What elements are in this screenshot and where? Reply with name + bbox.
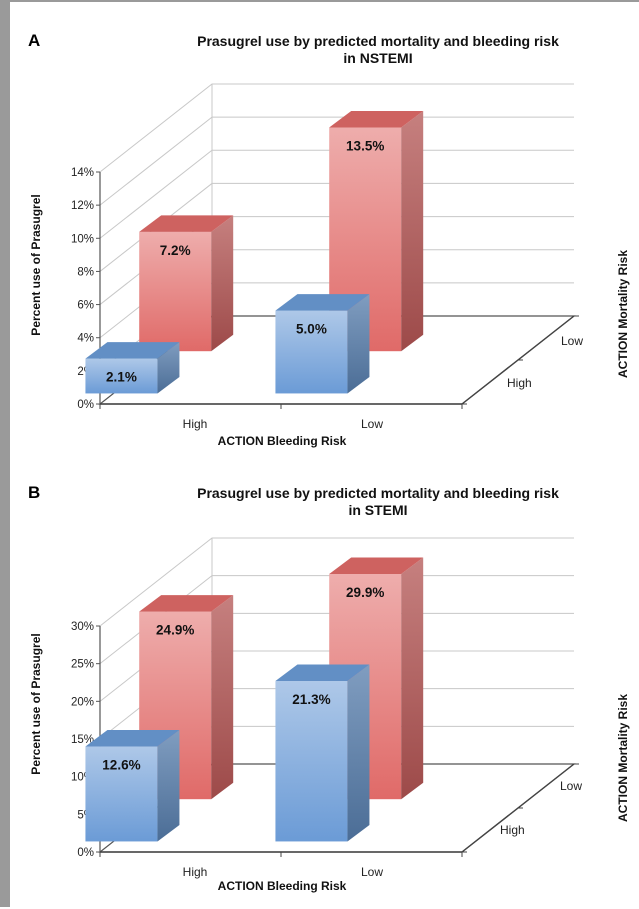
bar-top-face <box>139 215 234 232</box>
depth-tick-label: High <box>507 376 532 390</box>
data-label: 24.9% <box>156 623 194 638</box>
data-label: 12.6% <box>102 758 140 773</box>
depth-tick-label: Low <box>561 334 583 348</box>
y-axis-title: Percent use of Prasugrel <box>29 633 43 774</box>
depth-axis-title: ACTION Mortality Risk <box>616 694 630 822</box>
data-label: 13.5% <box>346 138 384 153</box>
bar-side-face <box>347 294 370 394</box>
chart-subtitle: in NSTEMI <box>343 50 412 66</box>
chart-subtitle: in STEMI <box>348 502 407 518</box>
bar-side-face <box>347 664 370 842</box>
y-tick-label: 8% <box>77 266 94 278</box>
y-tick-label: 14% <box>71 167 94 179</box>
bar-front-face <box>85 358 158 394</box>
bar <box>85 342 180 394</box>
chart-title: Prasugrel use by predicted mortality and… <box>197 485 559 501</box>
y-tick-label: 25% <box>71 659 94 671</box>
x-tick-label: Low <box>361 865 383 879</box>
bar-side-face <box>401 110 424 352</box>
depth-tick-label: High <box>500 823 525 837</box>
bar-top-face <box>329 110 424 128</box>
x-axis-title: ACTION Bleeding Risk <box>218 879 347 893</box>
data-label: 21.3% <box>292 692 330 707</box>
bar-top-face <box>329 557 424 574</box>
y-tick-label: 6% <box>77 300 94 312</box>
x-tick-label: Low <box>361 417 383 431</box>
y-tick-label: 0% <box>77 399 94 411</box>
bar-top-face <box>275 294 370 311</box>
bar <box>85 730 180 842</box>
bar-front-face <box>275 310 348 394</box>
bar-top-face <box>85 730 180 747</box>
data-label: 5.0% <box>296 322 327 337</box>
bar-top-face <box>85 342 180 359</box>
bar-side-face <box>401 557 424 800</box>
panel-b: B Prasugrel use by predicted mortality an… <box>0 472 639 909</box>
data-label: 7.2% <box>160 243 191 258</box>
bar <box>329 110 424 352</box>
bar-front-face <box>139 231 212 352</box>
depth-axis-title: ACTION Mortality Risk <box>616 250 630 378</box>
chart-title: Prasugrel use by predicted mortality and… <box>197 33 559 49</box>
y-tick-label: 20% <box>71 696 94 708</box>
x-tick-label: High <box>183 865 208 879</box>
y-tick-label: 10% <box>71 233 94 245</box>
y-tick-label: 15% <box>71 734 94 746</box>
bar-front-face <box>85 746 158 842</box>
data-label: 2.1% <box>106 370 137 385</box>
panel-a: A Prasugrel use by predicted mortality an… <box>0 2 639 452</box>
bar-side-face <box>157 730 180 842</box>
bar-top-face <box>275 664 370 681</box>
panel-label: B <box>28 483 40 502</box>
chart-a: A Prasugrel use by predicted mortality an… <box>28 31 630 448</box>
y-tick-label: 30% <box>71 621 94 633</box>
chart-b: B Prasugrel use by predicted mortality an… <box>28 483 630 893</box>
depth-tick-label: Low <box>560 779 582 793</box>
bar-side-face <box>157 342 180 394</box>
bar <box>139 215 234 352</box>
bar-front-face <box>275 680 348 842</box>
y-tick-label: 12% <box>71 200 94 212</box>
bar-side-face <box>211 595 234 800</box>
panel-label: A <box>28 31 40 50</box>
y-tick-label: 0% <box>77 847 94 859</box>
y-axis-title: Percent use of Prasugrel <box>29 194 43 335</box>
data-label: 29.9% <box>346 585 384 600</box>
y-tick-label: 4% <box>77 333 94 345</box>
bar-top-face <box>139 595 234 612</box>
bar-side-face <box>211 215 234 352</box>
bar <box>275 664 370 842</box>
bar <box>275 294 370 394</box>
x-tick-label: High <box>183 417 208 431</box>
x-axis-title: ACTION Bleeding Risk <box>218 434 347 448</box>
